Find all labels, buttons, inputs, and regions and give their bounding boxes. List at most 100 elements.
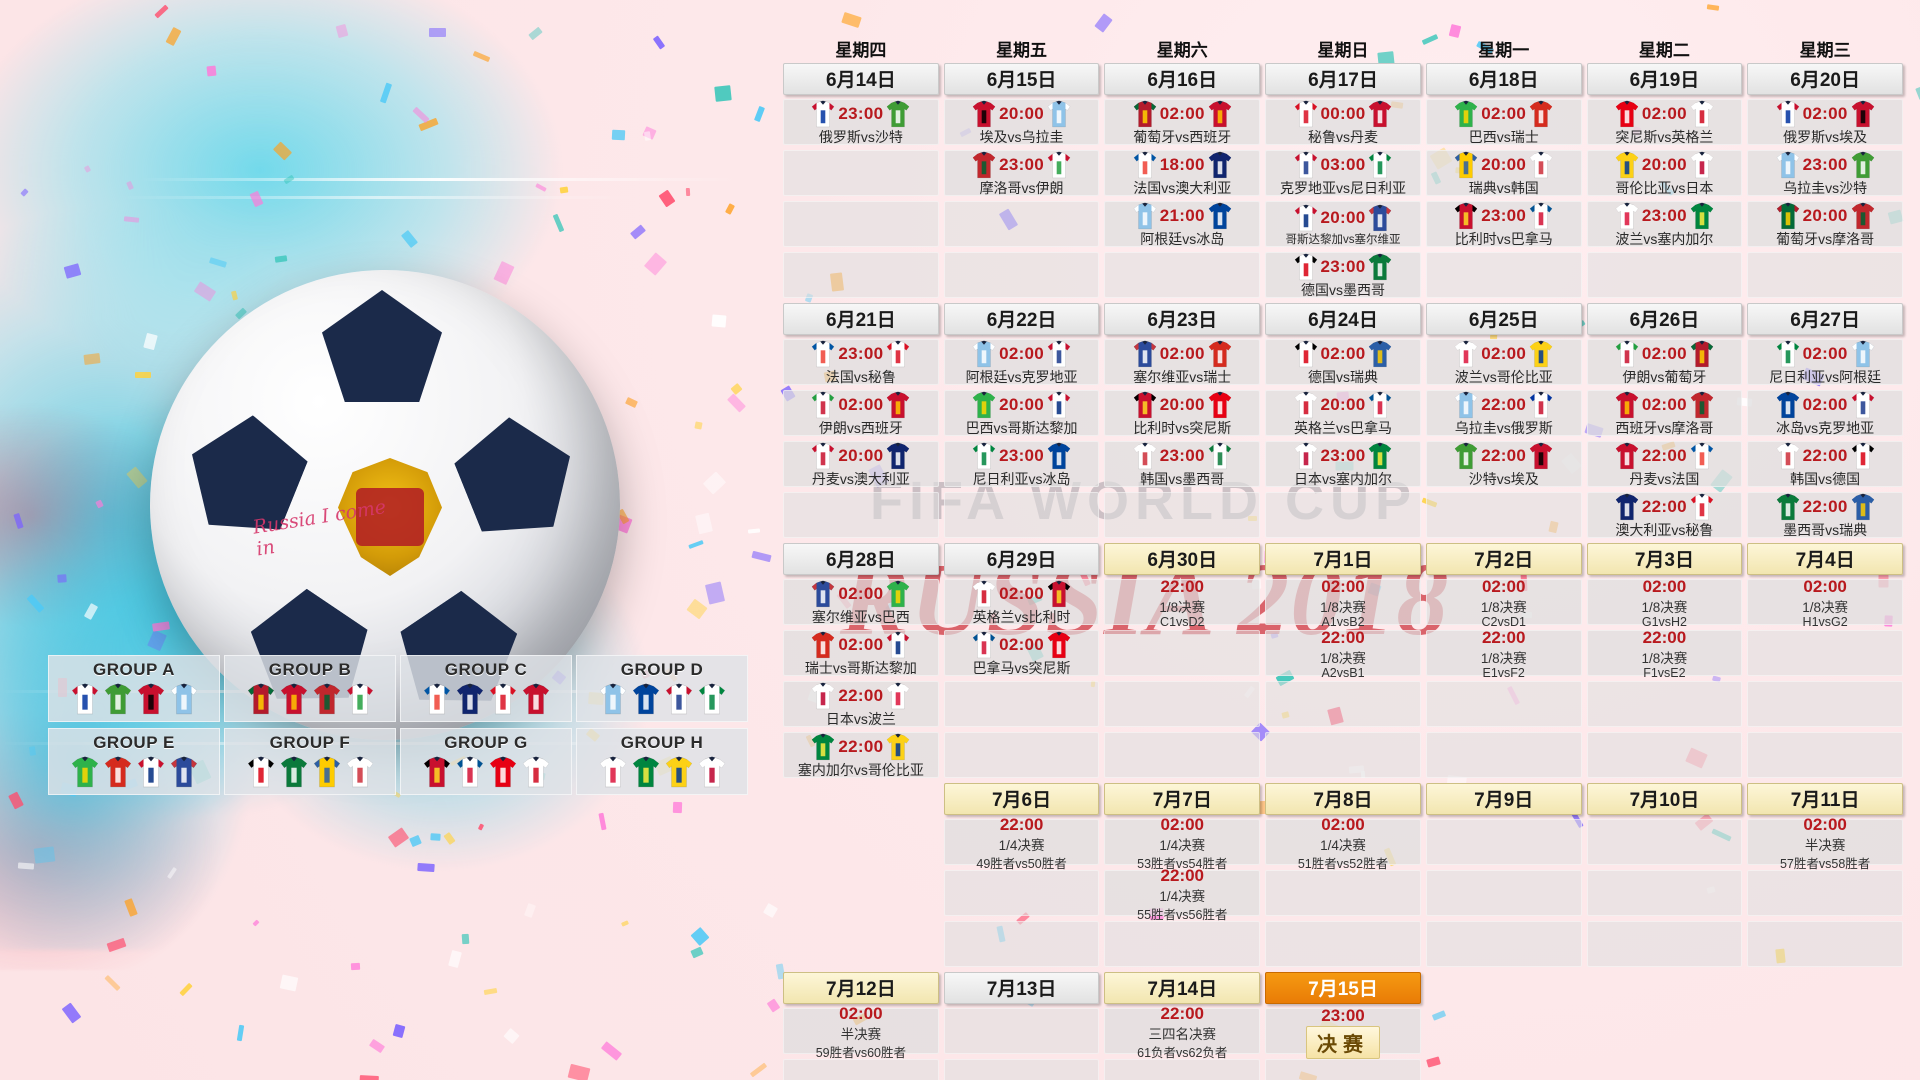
match-cell[interactable]: 22:00 墨西哥vs瑞典 <box>1747 492 1903 538</box>
match-cell[interactable]: 20:00 葡萄牙vs摩洛哥 <box>1747 201 1903 247</box>
date-header[interactable]: 7月9日 <box>1426 783 1582 815</box>
date-header[interactable]: 7月15日 <box>1265 972 1421 1004</box>
date-header[interactable]: 7月8日 <box>1265 783 1421 815</box>
match-cell[interactable]: 00:00 秘鲁vs丹麦 <box>1265 99 1421 145</box>
date-header[interactable]: 6月24日 <box>1265 303 1421 335</box>
match-cell-knockout[interactable]: 02:00 1/4决赛 53胜者vs54胜者 <box>1104 819 1260 865</box>
match-cell[interactable]: 23:00 比利时vs巴拿马 <box>1426 201 1582 247</box>
date-header[interactable]: 7月7日 <box>1104 783 1260 815</box>
match-cell[interactable]: 02:00 伊朗vs葡萄牙 <box>1587 339 1743 385</box>
date-header[interactable]: 7月2日 <box>1426 543 1582 575</box>
date-header[interactable]: 7月6日 <box>944 783 1100 815</box>
group-box-group-b[interactable]: GROUP B <box>224 655 396 722</box>
date-header[interactable]: 6月28日 <box>783 543 939 575</box>
match-cell-knockout[interactable]: 22:00 1/8决赛 E1vsF2 <box>1426 630 1582 676</box>
match-cell[interactable]: 02:00 瑞士vs哥斯达黎加 <box>783 630 939 676</box>
match-cell[interactable]: 23:00 摩洛哥vs伊朗 <box>944 150 1100 196</box>
match-cell-knockout[interactable]: 02:00 半决赛 59胜者vs60胜者 <box>783 1008 939 1054</box>
match-cell[interactable]: 02:00 阿根廷vs克罗地亚 <box>944 339 1100 385</box>
match-cell[interactable]: 18:00 法国vs澳大利亚 <box>1104 150 1260 196</box>
match-cell[interactable]: 20:00 丹麦vs澳大利亚 <box>783 441 939 487</box>
date-header[interactable]: 6月20日 <box>1747 63 1903 95</box>
date-header[interactable]: 7月13日 <box>944 972 1100 1004</box>
match-cell[interactable]: 20:00 哥伦比亚vs日本 <box>1587 150 1743 196</box>
match-cell[interactable]: 23:00 德国vs墨西哥 <box>1265 252 1421 298</box>
date-header[interactable]: 6月19日 <box>1587 63 1743 95</box>
match-cell-knockout[interactable]: 22:00 1/4决赛 55胜者vs56胜者 <box>1104 870 1260 916</box>
match-cell-knockout[interactable]: 22:00 1/8决赛 C1vsD2 <box>1104 579 1260 625</box>
match-cell[interactable]: 22:00 日本vs波兰 <box>783 681 939 727</box>
date-header[interactable]: 6月17日 <box>1265 63 1421 95</box>
match-cell[interactable]: 22:00 沙特vs埃及 <box>1426 441 1582 487</box>
match-cell[interactable]: 02:00 俄罗斯vs埃及 <box>1747 99 1903 145</box>
date-header[interactable]: 7月10日 <box>1587 783 1743 815</box>
match-cell[interactable]: 23:00 俄罗斯vs沙特 <box>783 99 939 145</box>
match-cell[interactable]: 22:00 丹麦vs法国 <box>1587 441 1743 487</box>
group-box-group-e[interactable]: GROUP E <box>48 728 220 795</box>
match-cell[interactable]: 22:00 韩国vs德国 <box>1747 441 1903 487</box>
match-cell[interactable]: 02:00 塞尔维亚vs巴西 <box>783 579 939 625</box>
date-header[interactable]: 6月30日 <box>1104 543 1260 575</box>
match-cell[interactable]: 02:00 英格兰vs比利时 <box>944 579 1100 625</box>
match-cell-knockout[interactable]: 02:00 1/8决赛 C2vsD1 <box>1426 579 1582 625</box>
date-header[interactable]: 6月16日 <box>1104 63 1260 95</box>
match-cell-knockout[interactable]: 02:00 1/8决赛 G1vsH2 <box>1587 579 1743 625</box>
date-header[interactable]: 6月21日 <box>783 303 939 335</box>
match-cell[interactable]: 02:00 葡萄牙vs西班牙 <box>1104 99 1260 145</box>
match-cell[interactable]: 23:00 波兰vs塞内加尔 <box>1587 201 1743 247</box>
date-header[interactable]: 7月14日 <box>1104 972 1260 1004</box>
match-cell[interactable]: 02:00 德国vs瑞典 <box>1265 339 1421 385</box>
match-cell[interactable]: 21:00 阿根廷vs冰岛 <box>1104 201 1260 247</box>
match-cell-final[interactable]: 23:00 决赛 <box>1265 1008 1421 1054</box>
match-cell[interactable]: 02:00 伊朗vs西班牙 <box>783 390 939 436</box>
group-box-group-h[interactable]: GROUP H <box>576 728 748 795</box>
group-box-group-d[interactable]: GROUP D <box>576 655 748 722</box>
match-cell-knockout[interactable]: 02:00 1/8决赛 A1vsB2 <box>1265 579 1421 625</box>
date-header[interactable]: 6月23日 <box>1104 303 1260 335</box>
date-header[interactable]: 7月11日 <box>1747 783 1903 815</box>
date-header[interactable]: 6月27日 <box>1747 303 1903 335</box>
match-cell-knockout[interactable]: 22:00 1/8决赛 F1vsE2 <box>1587 630 1743 676</box>
match-cell[interactable]: 02:00 巴拿马vs突尼斯 <box>944 630 1100 676</box>
match-cell[interactable]: 03:00 克罗地亚vs尼日利亚 <box>1265 150 1421 196</box>
match-cell[interactable]: 20:00 巴西vs哥斯达黎加 <box>944 390 1100 436</box>
match-cell[interactable]: 23:00 日本vs塞内加尔 <box>1265 441 1421 487</box>
group-box-group-g[interactable]: GROUP G <box>400 728 572 795</box>
date-header[interactable]: 7月4日 <box>1747 543 1903 575</box>
match-cell[interactable]: 23:00 乌拉圭vs沙特 <box>1747 150 1903 196</box>
date-header[interactable]: 7月1日 <box>1265 543 1421 575</box>
match-cell[interactable]: 20:00 瑞典vs韩国 <box>1426 150 1582 196</box>
match-cell[interactable]: 22:00 塞内加尔vs哥伦比亚 <box>783 732 939 778</box>
match-cell[interactable]: 20:00 埃及vs乌拉圭 <box>944 99 1100 145</box>
match-cell[interactable]: 22:00 乌拉圭vs俄罗斯 <box>1426 390 1582 436</box>
date-header[interactable]: 6月25日 <box>1426 303 1582 335</box>
match-cell[interactable]: 02:00 波兰vs哥伦比亚 <box>1426 339 1582 385</box>
match-cell-knockout[interactable]: 02:00 半决赛 57胜者vs58胜者 <box>1747 819 1903 865</box>
match-cell[interactable]: 02:00 塞尔维亚vs瑞士 <box>1104 339 1260 385</box>
date-header[interactable]: 6月26日 <box>1587 303 1743 335</box>
match-cell-knockout[interactable]: 22:00 三四名决赛 61负者vs62负者 <box>1104 1008 1260 1054</box>
match-cell[interactable]: 02:00 冰岛vs克罗地亚 <box>1747 390 1903 436</box>
date-header[interactable]: 6月22日 <box>944 303 1100 335</box>
match-cell[interactable]: 20:00 哥斯达黎加vs塞尔维亚 <box>1265 201 1421 247</box>
date-header[interactable]: 7月3日 <box>1587 543 1743 575</box>
date-header[interactable]: 6月15日 <box>944 63 1100 95</box>
group-box-group-f[interactable]: GROUP F <box>224 728 396 795</box>
date-header[interactable]: 6月29日 <box>944 543 1100 575</box>
match-cell[interactable]: 23:00 韩国vs墨西哥 <box>1104 441 1260 487</box>
date-header[interactable]: 7月12日 <box>783 972 939 1004</box>
match-cell-knockout[interactable]: 02:00 1/8决赛 H1vsG2 <box>1747 579 1903 625</box>
match-cell[interactable]: 23:00 尼日利亚vs冰岛 <box>944 441 1100 487</box>
match-cell[interactable]: 02:00 西班牙vs摩洛哥 <box>1587 390 1743 436</box>
match-cell[interactable]: 23:00 法国vs秘鲁 <box>783 339 939 385</box>
match-cell[interactable]: 20:00 英格兰vs巴拿马 <box>1265 390 1421 436</box>
match-cell[interactable]: 20:00 比利时vs突尼斯 <box>1104 390 1260 436</box>
match-cell[interactable]: 02:00 尼日利亚vs阿根廷 <box>1747 339 1903 385</box>
match-cell[interactable]: 02:00 巴西vs瑞士 <box>1426 99 1582 145</box>
match-cell-knockout[interactable]: 22:00 1/8决赛 A2vsB1 <box>1265 630 1421 676</box>
match-cell-knockout[interactable]: 02:00 1/4决赛 51胜者vs52胜者 <box>1265 819 1421 865</box>
group-box-group-a[interactable]: GROUP A <box>48 655 220 722</box>
group-box-group-c[interactable]: GROUP C <box>400 655 572 722</box>
date-header[interactable]: 6月18日 <box>1426 63 1582 95</box>
match-cell[interactable]: 02:00 突尼斯vs英格兰 <box>1587 99 1743 145</box>
